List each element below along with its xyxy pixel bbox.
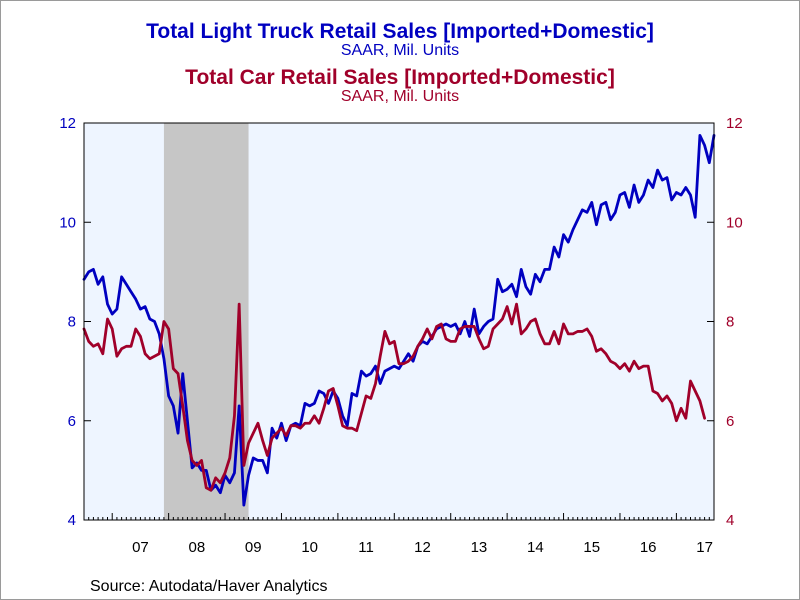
x-tick-label: 11	[358, 539, 374, 556]
x-tick-label: 07	[132, 539, 149, 556]
x-tick-label: 10	[301, 539, 318, 556]
car-series-line	[82, 302, 706, 492]
truck-series-line	[82, 134, 716, 507]
x-tick-label: 08	[188, 539, 205, 556]
y-right-tick-label: 6	[726, 413, 734, 430]
x-tick-label: 12	[414, 539, 431, 556]
truck-subtitle: SAAR, Mil. Units	[340, 42, 460, 59]
car-subtitle: SAAR, Mil. Units	[340, 88, 460, 105]
y-right-tick-label: 8	[726, 314, 734, 331]
car-title: Total Car Retail Sales [Imported+Domesti…	[185, 66, 615, 89]
x-tick-label: 16	[640, 539, 657, 556]
y-right-tick-label: 10	[726, 214, 743, 231]
y-left-tick-label: 10	[59, 214, 76, 231]
truck-title: Total Light Truck Retail Sales [Imported…	[146, 20, 654, 43]
y-right-tick-label: 12	[726, 115, 743, 132]
x-tick-label: 14	[527, 539, 544, 556]
x-tick-label: 17	[696, 539, 713, 556]
source-note: Source: Autodata/Haver Analytics	[90, 578, 328, 595]
x-tick-label: 15	[583, 539, 600, 556]
y-left-tick-label: 6	[68, 413, 76, 430]
y-left-tick-label: 12	[59, 115, 76, 132]
x-tick-label: 09	[245, 539, 262, 556]
y-left-tick-label: 8	[68, 314, 76, 331]
y-left-tick-label: 4	[68, 512, 76, 529]
x-tick-label: 13	[471, 539, 488, 556]
y-right-tick-label: 4	[726, 512, 734, 529]
